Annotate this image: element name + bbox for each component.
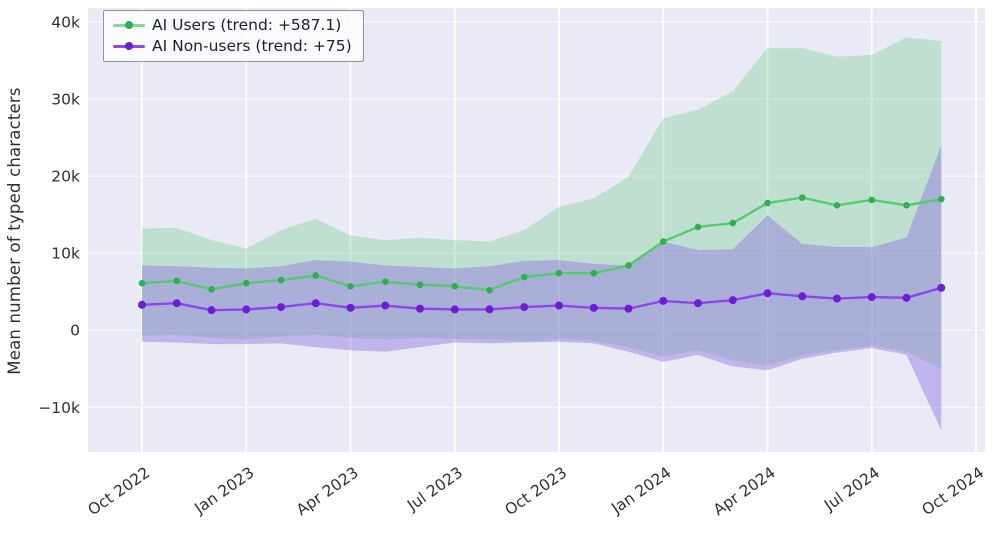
legend-label-ai-non-users: AI Non-users (trend: +75): [152, 37, 352, 55]
marker-ai-users: [868, 196, 876, 204]
marker-ai-users: [625, 262, 632, 269]
marker-ai-non-users: [381, 301, 390, 310]
marker-ai-non-users: [520, 303, 529, 312]
marker-ai-non-users: [277, 303, 285, 312]
x-tick-label: Jul 2024: [820, 464, 883, 515]
marker-ai-non-users: [937, 283, 946, 292]
marker-ai-non-users: [589, 303, 598, 312]
marker-ai-non-users: [867, 293, 876, 302]
marker-ai-non-users: [311, 299, 320, 308]
marker-ai-non-users: [242, 305, 251, 314]
marker-ai-users: [277, 276, 285, 284]
y-tick-label: 20k: [51, 168, 80, 186]
marker-ai-users: [451, 282, 459, 290]
marker-ai-users: [659, 238, 667, 245]
x-tick-label: Apr 2024: [710, 464, 779, 520]
x-tick-label: Jul 2023: [403, 464, 466, 515]
y-tick-label: 10k: [51, 245, 80, 263]
legend-line-marker-purple: [113, 41, 145, 51]
marker-ai-non-users: [138, 300, 146, 309]
marker-ai-users: [486, 286, 493, 294]
marker-ai-non-users: [798, 292, 807, 301]
marker-ai-non-users: [624, 304, 633, 313]
marker-ai-non-users: [763, 289, 772, 298]
marker-ai-non-users: [902, 293, 911, 302]
legend-item-ai-users: AI Users (trend: +587.1): [113, 16, 352, 34]
marker-ai-users: [764, 199, 771, 207]
marker-ai-users: [416, 281, 424, 289]
x-tick-label: Jan 2024: [607, 464, 674, 518]
marker-ai-non-users: [694, 299, 702, 308]
marker-ai-users: [208, 286, 215, 293]
legend: AI Users (trend: +587.1) AI Non-users (t…: [103, 10, 364, 62]
line-ai-non-users: [141, 286, 942, 312]
line-ai-users: [141, 196, 942, 292]
marker-ai-non-users: [555, 301, 563, 310]
x-tick-label: Oct 2022: [85, 464, 154, 520]
marker-ai-users: [903, 202, 910, 209]
marker-ai-users: [937, 195, 945, 203]
y-tick-label: 30k: [51, 90, 80, 108]
marker-ai-non-users: [172, 299, 181, 308]
marker-ai-non-users: [416, 304, 424, 313]
marker-ai-users: [555, 269, 563, 277]
x-tick-label: Oct 2023: [502, 464, 571, 520]
marker-ai-users: [798, 194, 806, 201]
plot-background: [88, 8, 985, 452]
legend-label-ai-users: AI Users (trend: +587.1): [152, 16, 342, 34]
marker-ai-non-users: [659, 296, 668, 305]
y-tick-label: 40k: [51, 13, 80, 31]
marker-ai-users: [520, 273, 528, 281]
marker-ai-users: [312, 272, 320, 279]
legend-line-marker-green: [113, 20, 145, 30]
marker-ai-users: [694, 223, 702, 231]
confidence-band-ai-non-users: [142, 145, 942, 431]
marker-ai-non-users: [346, 303, 355, 312]
marker-ai-users: [590, 269, 598, 277]
y-axis-label: Mean number of typed characters: [5, 87, 24, 375]
legend-item-ai-non-users: AI Non-users (trend: +75): [113, 37, 352, 55]
confidence-band-ai-users: [142, 37, 942, 369]
y-tick-label: −10k: [38, 399, 80, 417]
marker-ai-non-users: [485, 305, 494, 314]
marker-ai-users: [729, 219, 737, 227]
marker-ai-non-users: [207, 306, 216, 315]
marker-ai-users: [833, 202, 841, 209]
x-tick-label: Apr 2023: [293, 464, 362, 520]
y-tick-label: 0: [70, 322, 80, 340]
marker-ai-users: [347, 282, 354, 290]
marker-ai-non-users: [833, 294, 841, 303]
marker-ai-users: [173, 277, 181, 285]
marker-ai-users: [381, 278, 389, 285]
x-tick-label: Oct 2024: [919, 464, 988, 520]
x-tick-label: Jan 2023: [190, 464, 257, 518]
marker-ai-users: [138, 279, 146, 287]
marker-ai-non-users: [450, 305, 459, 314]
marker-ai-users: [242, 279, 250, 287]
marker-ai-non-users: [728, 296, 737, 305]
